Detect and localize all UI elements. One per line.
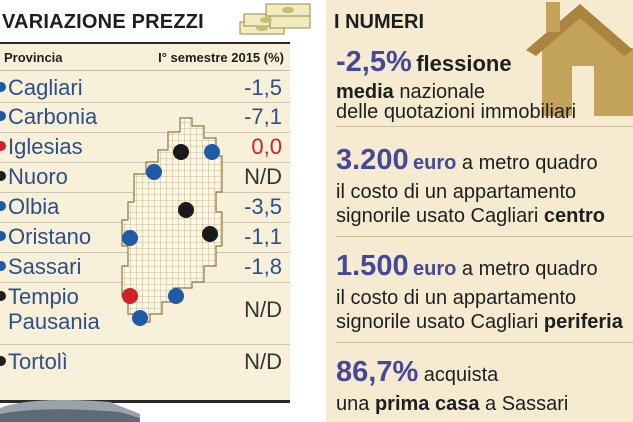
fact-bold-text: media (336, 81, 394, 103)
fact-text: acquista (418, 364, 499, 386)
fact-text: a metro quadro (456, 152, 598, 174)
column-header-province: Provincia (4, 50, 63, 65)
fact-text: signorile usato Cagliari (336, 311, 544, 333)
fact-block: -2,5% flessione media nazionale delle qu… (336, 42, 633, 127)
fact-text: a Sassari (479, 393, 569, 415)
price-change-value: -1,5 (244, 75, 282, 100)
table-row: Tempio Pausania N/D (0, 282, 290, 345)
fact-text: il costo di un appartamento (336, 287, 577, 309)
province-marker-icon (0, 171, 6, 181)
province-name: Tortolì (8, 349, 68, 374)
column-header-change: I° semestre 2015 (%) (158, 50, 284, 65)
fact-number: 86,7% (336, 356, 419, 388)
panel-title: I NUMERI (334, 11, 424, 33)
fact-unit: euro (413, 152, 457, 174)
fact-bold-text: centro (543, 205, 606, 227)
table-row: Tortolì N/D (0, 344, 290, 378)
fact-text: il costo di un appartamento (336, 181, 577, 203)
fact-number: -2,5% (336, 46, 412, 78)
fact-block: 86,7% acquista una prima casa a Sassari (336, 354, 633, 422)
province-table: Provincia I° semestre 2015 (%) Cagliari … (0, 42, 290, 403)
province-marker-icon (0, 141, 6, 151)
price-change-value: N/D (244, 297, 282, 322)
price-change-value: 0,0 (251, 134, 282, 159)
province-marker-icon (0, 291, 6, 301)
province-name: Sassari (8, 254, 82, 279)
province-marker-icon (0, 356, 6, 366)
price-change-value: -1,8 (244, 254, 282, 279)
fact-bold-text: prima casa (374, 393, 480, 415)
house-icon (526, 2, 633, 116)
fact-unit: euro (413, 258, 457, 280)
price-variation-panel: VARIAZIONE PREZZI Provincia I° semestre … (0, 0, 311, 422)
province-marker-icon (0, 261, 6, 271)
province-marker-icon (0, 231, 6, 241)
fact-text: signorile usato Cagliari (336, 205, 544, 227)
fact-number: 3.200 (336, 144, 409, 176)
sardinia-map (121, 117, 223, 326)
stapler-decoration-icon (0, 400, 140, 422)
price-change-value: N/D (244, 349, 282, 374)
province-marker-icon (0, 201, 6, 211)
price-change-value: -7,1 (244, 104, 282, 129)
price-change-value: N/D (244, 164, 282, 189)
table-header: Provincia I° semestre 2015 (%) (0, 44, 290, 71)
province-marker-icon (0, 82, 6, 92)
fact-text: una (336, 393, 375, 415)
fact-text: a metro quadro (456, 258, 598, 280)
fact-block: 1.500 euro a metro quadro il costo di un… (336, 246, 633, 343)
numbers-panel: I NUMERI -2,5% flessione media nazionale… (326, 0, 633, 422)
money-stack-icon (239, 3, 311, 35)
province-name: Iglesias (8, 134, 83, 159)
province-name-line2: Pausania (8, 309, 100, 334)
province-name: Carbonia (8, 104, 98, 129)
fact-bold-text: periferia (543, 311, 623, 333)
panel-title: VARIAZIONE PREZZI (2, 11, 204, 33)
table-row: Oristano -1,1 (0, 222, 290, 253)
fact-block: 3.200 euro a metro quadro il costo di un… (336, 140, 633, 237)
province-name: Olbia (8, 194, 60, 219)
fact-number: 1.500 (336, 250, 409, 282)
province-marker-icon (0, 111, 6, 121)
fact-text: nazionale (393, 81, 485, 103)
fact-keyword: flessione (416, 51, 512, 76)
fact-text: delle quotazioni immobiliari (336, 101, 577, 123)
province-name: Nuoro (8, 164, 68, 189)
province-name: Cagliari (8, 75, 83, 100)
price-change-value: -1,1 (244, 224, 282, 249)
table-row: Carbonia -7,1 (0, 102, 290, 133)
province-name: Tempio (8, 284, 79, 309)
table-row: Iglesias 0,0 (0, 132, 290, 163)
province-name: Oristano (8, 224, 92, 249)
price-change-value: -3,5 (244, 194, 282, 219)
table-row: Cagliari -1,5 (0, 74, 290, 103)
